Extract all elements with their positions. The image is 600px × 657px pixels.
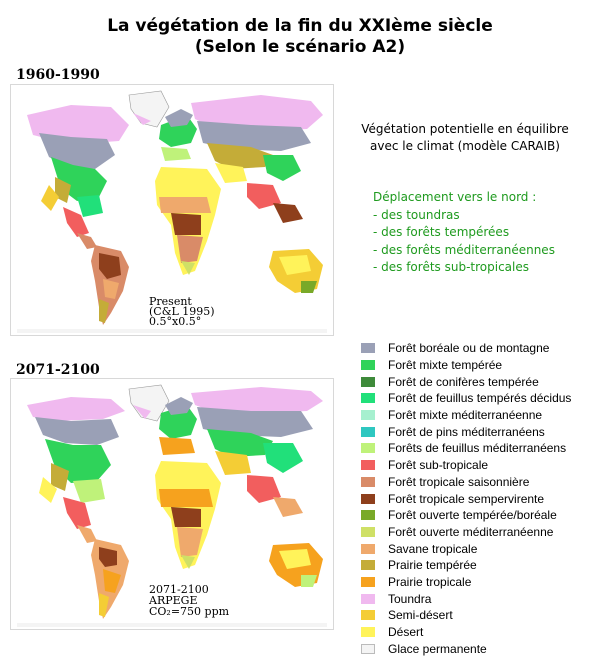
northward-shift-list: Déplacement vers le nord : - des toundra…: [373, 189, 555, 277]
legend-label: Forêt ouverte méditerranéenne: [388, 524, 554, 539]
world-map-future: [17, 384, 327, 627]
title-line-1: La végétation de la fin du XXIème siècle: [107, 16, 493, 36]
vegetation-map-present: Present (C&L 1995) 0.5°x0.5°: [10, 84, 334, 336]
legend-item: Prairie tropicale: [361, 574, 571, 591]
northward-item: - des forêts tempérées: [373, 225, 510, 239]
description-line-2: avec le climat (modèle CARAIB): [370, 139, 560, 153]
legend-item: Forêt mixte méditerranéenne: [361, 407, 571, 424]
legend-item: Forêt tropicale sempervirente: [361, 490, 571, 507]
legend-label: Désert: [388, 625, 424, 640]
legend-item: Forêt tropicale saisonnière: [361, 474, 571, 491]
legend-swatch: [361, 643, 375, 654]
legend-item: Glace permanente: [361, 640, 571, 657]
map-caption-line: CO₂=750 ppm: [149, 605, 230, 618]
legend-swatch: [361, 426, 375, 437]
legend-label: Forêt mixte méditerranéenne: [388, 408, 543, 423]
period-label-future: 2071-2100: [16, 362, 100, 378]
legend-swatch: [361, 560, 375, 571]
vegetation-map-future: 2071-2100 ARPEGE CO₂=750 ppm: [10, 378, 334, 630]
legend-item: Savane tropicale: [361, 540, 571, 557]
legend-swatch: [361, 443, 375, 454]
northward-heading: Déplacement vers le nord :: [373, 190, 537, 204]
legend-label: Toundra: [388, 591, 432, 606]
page-title: La végétation de la fin du XXIème siècle…: [0, 16, 600, 58]
legend-swatch: [361, 543, 375, 554]
map-caption-line: ARPEGE: [149, 594, 198, 607]
map-caption-line: (C&L 1995): [149, 305, 215, 318]
legend-swatch: [361, 393, 375, 404]
legend-item: Prairie tempérée: [361, 557, 571, 574]
legend-swatch: [361, 610, 375, 621]
map-caption-line: 0.5°x0.5°: [149, 315, 202, 328]
legend-label: Forêt sub-tropicale: [388, 458, 489, 473]
legend-item: Forêt de pins méditerranéens: [361, 423, 571, 440]
legend-swatch: [361, 410, 375, 421]
legend-label: Forêt tropicale saisonnière: [388, 474, 530, 489]
legend-label: Forêt de pins méditerranéens: [388, 424, 545, 439]
world-map-present: [17, 90, 327, 333]
legend-label: Forêt boréale ou de montagne: [388, 341, 550, 356]
legend-label: Forêt tropicale sempervirente: [388, 491, 545, 506]
legend-item: Forêt ouverte méditerranéenne: [361, 524, 571, 541]
model-description: Végétation potentielle en équilibre avec…: [340, 121, 590, 155]
legend-swatch: [361, 526, 375, 537]
northward-item: - des forêts sub-tropicales: [373, 260, 529, 274]
legend-swatch: [361, 627, 375, 638]
legend-item: Forêts de feuillus méditerranéens: [361, 440, 571, 457]
map-caption-line: 2071-2100: [149, 583, 209, 596]
legend-label: Semi-désert: [388, 608, 453, 623]
legend-item: Toundra: [361, 590, 571, 607]
legend-swatch: [361, 360, 375, 371]
period-label-present: 1960-1990: [16, 67, 100, 83]
legend-label: Forêt ouverte tempérée/boréale: [388, 508, 557, 523]
legend-label: Forêt de conifères tempérée: [388, 374, 539, 389]
legend-item: Forêt mixte tempérée: [361, 357, 571, 374]
northward-item: - des forêts méditerranéennes: [373, 242, 555, 257]
description-line-1: Végétation potentielle en équilibre: [361, 122, 569, 136]
legend-swatch: [361, 493, 375, 504]
legend-item: Semi-désert: [361, 607, 571, 624]
legend-label: Prairie tempérée: [388, 558, 477, 573]
vegetation-legend: Forêt boréale ou de montagne Forêt mixte…: [361, 340, 571, 657]
legend-item: Forêt boréale ou de montagne: [361, 340, 571, 357]
legend-swatch: [361, 476, 375, 487]
title-line-2: (Selon le scénario A2): [194, 37, 406, 57]
legend-item: Désert: [361, 624, 571, 641]
legend-label: Prairie tropicale: [388, 574, 472, 589]
legend-swatch: [361, 593, 375, 604]
legend-label: Savane tropicale: [388, 541, 478, 556]
legend-item: Forêt sub-tropicale: [361, 457, 571, 474]
legend-label: Forêt de feuillus tempérés décidus: [388, 391, 572, 406]
legend-swatch: [361, 343, 375, 354]
legend-swatch: [361, 576, 375, 587]
legend-swatch: [361, 510, 375, 521]
legend-label: Glace permanente: [388, 641, 487, 656]
map-caption-line: Present: [149, 295, 192, 308]
legend-label: Forêt mixte tempérée: [388, 358, 503, 373]
northward-item: - des toundras: [373, 207, 460, 222]
legend-item: Forêt de conifères tempérée: [361, 373, 571, 390]
legend-item: Forêt de feuillus tempérés décidus: [361, 390, 571, 407]
legend-label: Forêts de feuillus méditerranéens: [388, 441, 567, 456]
legend-swatch: [361, 460, 375, 471]
legend-item: Forêt ouverte tempérée/boréale: [361, 507, 571, 524]
legend-swatch: [361, 376, 375, 387]
